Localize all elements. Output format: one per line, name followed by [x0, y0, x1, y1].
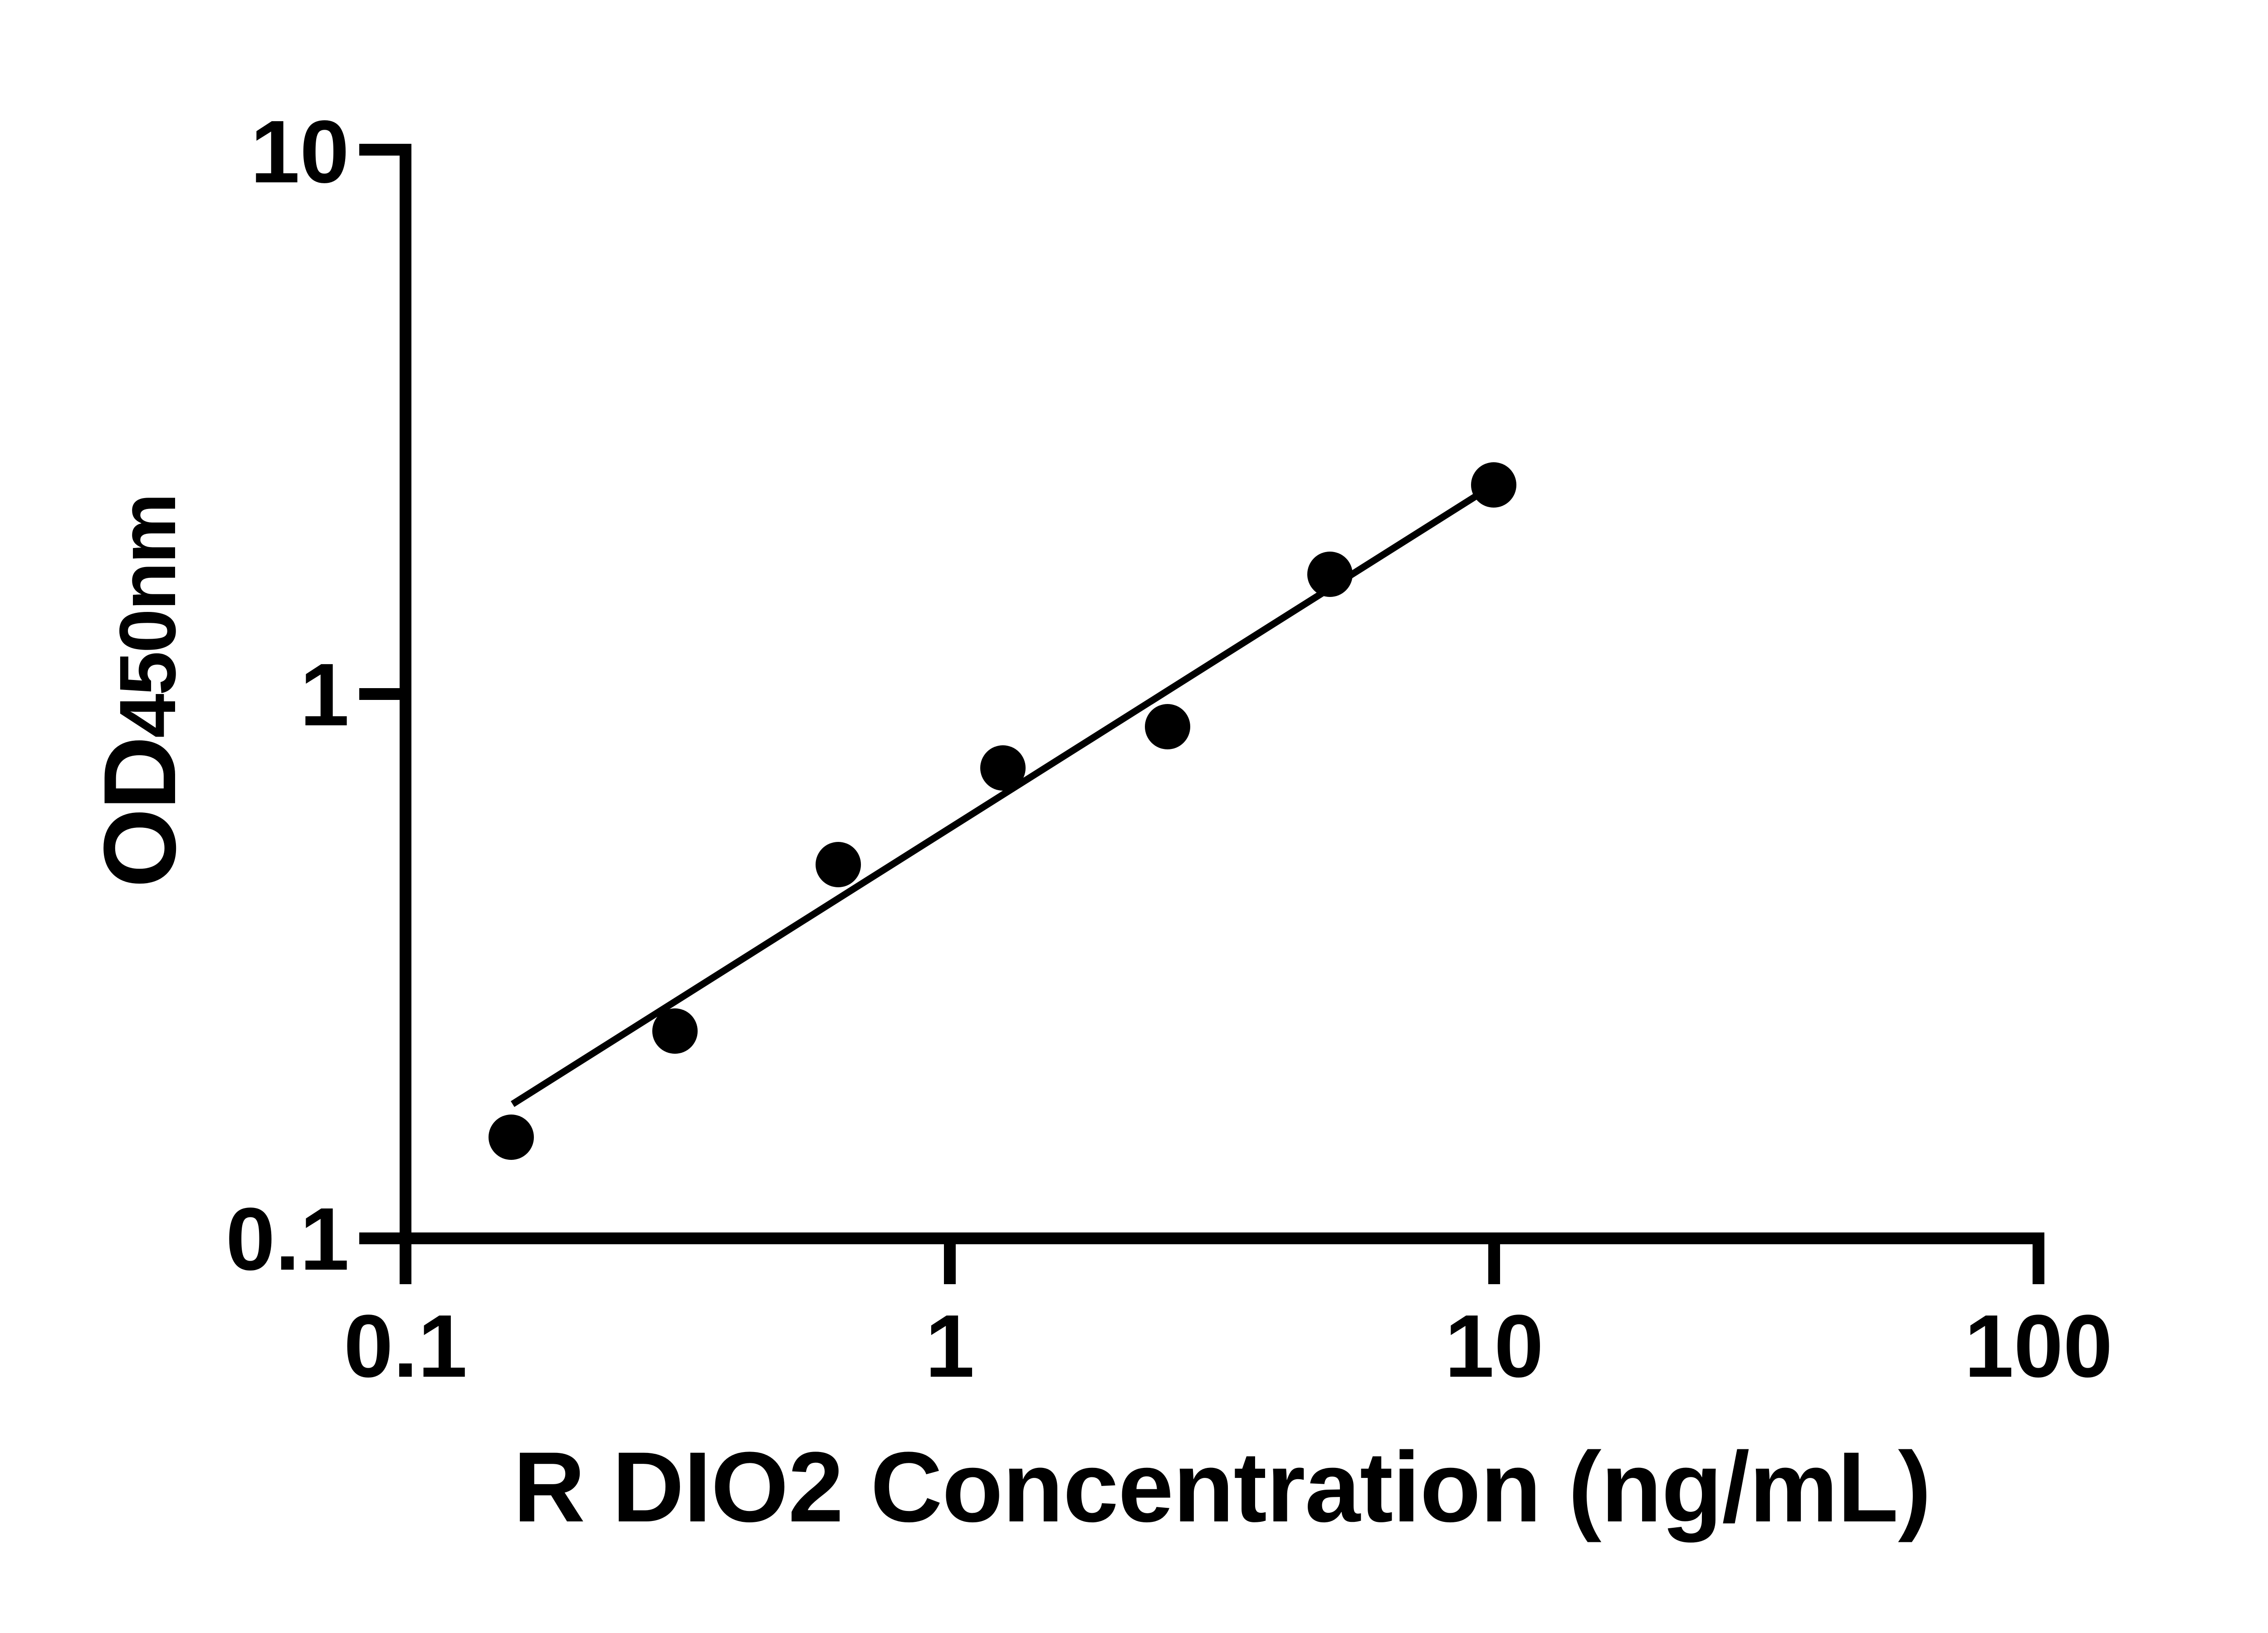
svg-text:0.1: 0.1	[226, 1189, 349, 1289]
svg-text:1: 1	[925, 1296, 974, 1396]
svg-text:10: 10	[1445, 1296, 1544, 1396]
svg-text:OD450nm: OD450nm	[82, 495, 197, 888]
svg-text:1: 1	[300, 645, 349, 744]
svg-text:10: 10	[250, 102, 349, 201]
svg-text:0.1: 0.1	[344, 1296, 467, 1396]
svg-text:R DIO2 Concentration (ng/mL): R DIO2 Concentration (ng/mL)	[513, 1431, 1931, 1543]
svg-text:100: 100	[1964, 1296, 2112, 1396]
